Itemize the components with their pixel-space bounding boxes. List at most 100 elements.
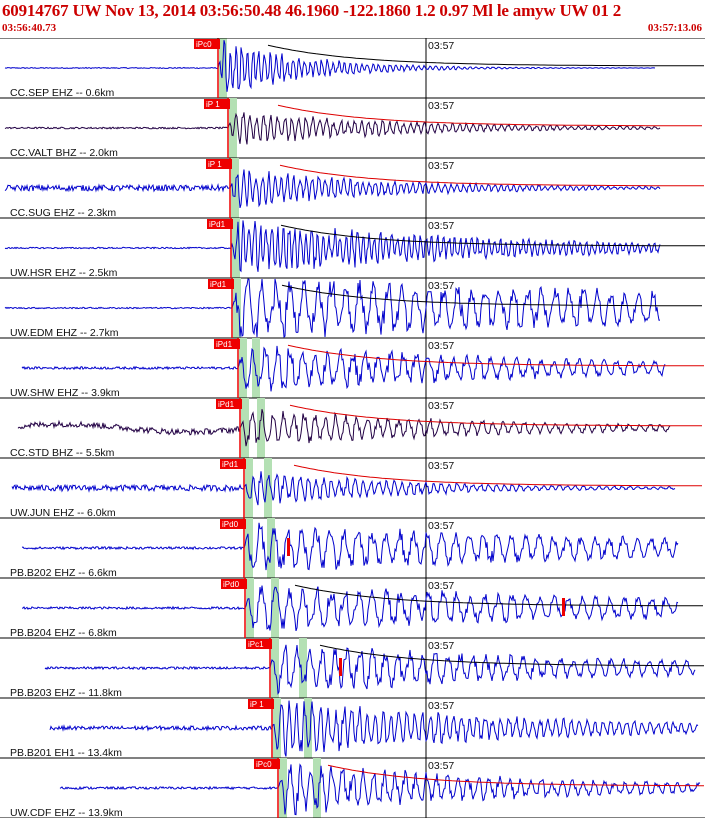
p-window — [245, 458, 253, 518]
pick-label: iPc0 — [196, 40, 212, 49]
pick-flag — [248, 699, 274, 709]
minute-tick-label: 03:57 — [428, 100, 454, 112]
trace-row: 03:57 iP 1 CC.VALT BHZ -- 2.0km — [0, 98, 705, 159]
pick-flag — [204, 99, 230, 109]
station-label: PB.B202 EHZ -- 6.6km — [10, 567, 117, 579]
pick-flag — [214, 339, 240, 349]
waveform — [4, 40, 656, 92]
amplitude-marker — [562, 598, 565, 616]
trace-row: 03:57 iPc0 CC.SEP EHZ -- 0.6km — [0, 38, 705, 99]
s-window — [264, 458, 272, 518]
pick-flag — [207, 219, 233, 229]
p-window — [229, 98, 237, 158]
coda-curve — [287, 344, 704, 367]
pick-label: iP 1 — [208, 160, 222, 169]
coda-curve — [289, 404, 702, 427]
trace-row: 03:57 iP 1 PB.B201 EH1 -- 13.4km — [0, 698, 705, 759]
coda-curve — [327, 764, 704, 787]
minute-tick-label: 03:57 — [428, 40, 454, 52]
waveform — [4, 278, 661, 339]
station-label: UW.JUN EHZ -- 6.0km — [10, 507, 116, 519]
waveform — [21, 522, 679, 571]
station-label: UW.EDM EHZ -- 2.7km — [10, 327, 119, 339]
pick-label: iPc0 — [256, 760, 272, 769]
pick-flag — [206, 159, 232, 169]
coda-curve — [279, 164, 704, 187]
station-label: PB.B203 EHZ -- 11.8km — [10, 687, 122, 699]
station-label: CC.SEP EHZ -- 0.6km — [10, 87, 114, 99]
pick-label: iPd1 — [218, 400, 235, 409]
coda-curve — [294, 584, 703, 607]
s-window — [257, 398, 265, 458]
pick-flag — [216, 399, 242, 409]
pick-label: iPd0 — [223, 580, 240, 589]
minute-tick-label: 03:57 — [428, 340, 454, 352]
waveform — [11, 471, 676, 506]
event-title: 60914767 UW Nov 13, 2014 03:56:50.48 46.… — [2, 1, 622, 20]
waveform — [17, 409, 671, 447]
station-label: PB.B204 EHZ -- 6.8km — [10, 627, 117, 639]
trace-row: 03:57 iPd1 UW.SHW EHZ -- 3.9km — [0, 338, 705, 399]
coda-curve — [267, 44, 704, 67]
waveform — [21, 345, 666, 392]
station-label: CC.VALT BHZ -- 2.0km — [10, 147, 118, 159]
minute-tick-label: 03:57 — [428, 520, 454, 532]
pick-flag — [254, 759, 280, 769]
station-label: CC.SUG EHZ -- 2.3km — [10, 207, 116, 219]
minute-tick-label: 03:57 — [428, 760, 454, 772]
s-window — [304, 698, 312, 758]
s-window — [313, 758, 321, 818]
pick-label: iPd1 — [210, 280, 227, 289]
minute-tick-label: 03:57 — [428, 700, 454, 712]
minute-tick-label: 03:57 — [428, 280, 454, 292]
pick-label: iPd0 — [222, 520, 239, 529]
pick-flag — [208, 279, 234, 289]
end-time: 03:57:13.06 — [647, 22, 702, 34]
waveform — [4, 220, 661, 273]
pick-flag — [221, 579, 247, 589]
minute-tick-label: 03:57 — [428, 160, 454, 172]
station-label: UW.HSR EHZ -- 2.5km — [10, 267, 118, 279]
pick-label: iPd1 — [216, 340, 233, 349]
pick-label: iPc1 — [248, 640, 264, 649]
pick-label: iPd1 — [209, 220, 226, 229]
amplitude-marker — [287, 538, 290, 556]
p-window — [241, 398, 249, 458]
pick-flag — [220, 519, 246, 529]
pick-label: iPd1 — [222, 460, 239, 469]
amplitude-marker — [339, 658, 342, 676]
trace-row: 03:57 iP 1 CC.SUG EHZ -- 2.3km — [0, 158, 705, 219]
trace-row: 03:57 iPd0 PB.B204 EHZ -- 6.8km — [0, 578, 705, 639]
coda-curve — [277, 104, 702, 127]
station-label: CC.STD BHZ -- 5.5km — [10, 447, 115, 459]
pick-label: iP 1 — [250, 700, 264, 709]
waveform — [4, 169, 661, 209]
waveform — [22, 585, 679, 632]
s-window — [252, 338, 260, 398]
minute-tick-label: 03:57 — [428, 580, 454, 592]
s-window — [271, 578, 279, 638]
trace-row: 03:57 iPd1 CC.STD BHZ -- 5.5km — [0, 398, 705, 459]
minute-tick-label: 03:57 — [428, 460, 454, 472]
p-window — [273, 698, 281, 758]
coda-curve — [319, 644, 704, 667]
waveform — [4, 112, 661, 145]
seismogram-panel: 03:57 iPc0 CC.SEP EHZ -- 0.6km 03:57 iP 1 CC.… — [0, 38, 705, 818]
trace-row: 03:57 iPd1 UW.HSR EHZ -- 2.5km — [0, 218, 705, 279]
waveform — [49, 700, 699, 757]
pick-flag — [220, 459, 246, 469]
trace-row: 03:57 iPd1 UW.JUN EHZ -- 6.0km — [0, 458, 705, 519]
station-label: PB.B201 EH1 -- 13.4km — [10, 747, 122, 759]
coda-curve — [293, 464, 702, 487]
minute-tick-label: 03:57 — [428, 400, 454, 412]
pick-label: iP 1 — [206, 100, 220, 109]
coda-curve — [281, 284, 702, 307]
trace-row: 03:57 iPc1 PB.B203 EHZ -- 11.8km — [0, 638, 705, 699]
pick-flag — [246, 639, 272, 649]
minute-tick-label: 03:57 — [428, 640, 454, 652]
start-time: 03:56:40.73 — [2, 22, 57, 34]
header: 60914767 UW Nov 13, 2014 03:56:50.48 46.… — [0, 0, 705, 38]
minute-tick-label: 03:57 — [428, 220, 454, 232]
pick-flag — [194, 39, 220, 49]
coda-curve — [280, 224, 705, 247]
